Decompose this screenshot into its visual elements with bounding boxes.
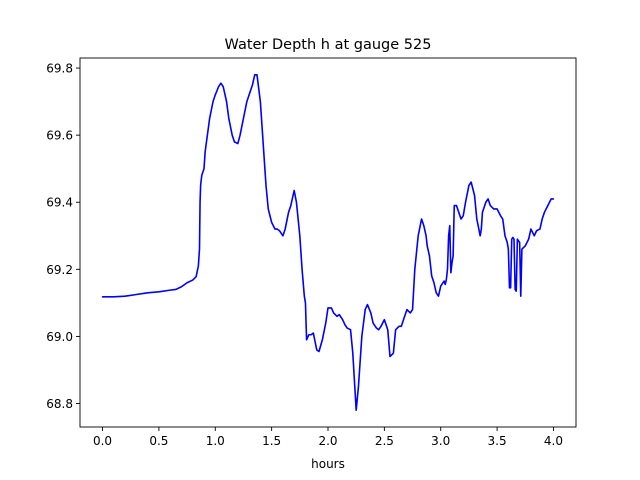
plot-area xyxy=(79,57,577,428)
x-tick-label: 2.5 xyxy=(375,434,394,448)
x-tick-label: 1.5 xyxy=(262,434,281,448)
y-axis: 68.8 69.0 69.2 69.4 69.6 69.8 xyxy=(46,62,80,411)
y-tick-label: 68.8 xyxy=(46,397,73,411)
series-line-water-depth xyxy=(101,73,555,412)
chart-title: Water Depth h at gauge 525 xyxy=(225,37,432,53)
x-tick-label: 1.0 xyxy=(206,434,225,448)
plot-background xyxy=(80,58,576,427)
x-tick-label: 3.0 xyxy=(431,434,450,448)
y-tick-label: 69.8 xyxy=(46,62,73,76)
x-axis-label: hours xyxy=(311,457,345,471)
x-tick-label: 0.0 xyxy=(93,434,112,448)
y-tick-label: 69.6 xyxy=(46,129,73,143)
x-tick-label: 3.5 xyxy=(488,434,507,448)
x-tick-label: 4.0 xyxy=(544,434,563,448)
x-tick-label: 0.5 xyxy=(149,434,168,448)
x-axis: 0.0 0.5 1.0 1.5 2.0 2.5 3.0 3.5 4.0 xyxy=(93,427,563,448)
y-tick-label: 69.2 xyxy=(46,263,73,277)
y-tick-label: 69.0 xyxy=(46,330,73,344)
y-tick-label: 69.4 xyxy=(46,196,73,210)
x-tick-label: 2.0 xyxy=(318,434,337,448)
